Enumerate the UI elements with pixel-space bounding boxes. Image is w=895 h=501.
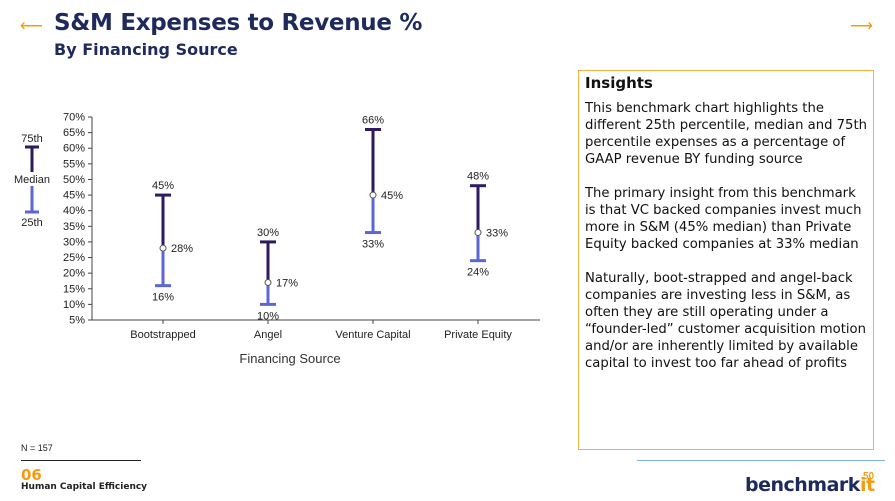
insights-panel: Insights This benchmark chart highlights… <box>578 70 874 450</box>
y-tick-label: 15% <box>63 283 85 295</box>
insights-heading: Insights <box>585 74 653 92</box>
p75-label: 66% <box>362 114 384 126</box>
left-arrow-icon[interactable]: ⟵ <box>20 18 43 35</box>
median-point <box>159 244 167 252</box>
y-tick-label: 35% <box>63 221 85 233</box>
y-tick-label: 40% <box>63 205 85 217</box>
y-tick-label: 60% <box>63 143 85 155</box>
p75-label: 30% <box>257 227 279 239</box>
y-tick-label: 20% <box>63 268 85 280</box>
median-label: 33% <box>486 228 508 240</box>
y-tick-label: 25% <box>63 252 85 264</box>
y-tick-label: 45% <box>63 190 85 202</box>
logo-accent: it <box>859 474 875 496</box>
y-tick-label: 50% <box>63 174 85 186</box>
p75-label: 48% <box>467 171 489 183</box>
p25-label: 16% <box>152 292 174 304</box>
footer-divider <box>21 460 141 461</box>
x-tick-label: Private Equity <box>444 329 512 341</box>
section-label: Human Capital Efficiency <box>21 482 148 492</box>
insight-paragraph-2: The primary insight from this benchmark … <box>585 186 862 252</box>
x-axis-label: Financing Source <box>239 351 340 366</box>
y-tick-label: 55% <box>63 158 85 170</box>
median-label: 45% <box>381 190 403 202</box>
p25-label: 10% <box>257 310 279 322</box>
median-point <box>369 191 377 199</box>
benchmarkit-logo: benchmarkit <box>745 474 875 496</box>
section-number: 06 <box>21 466 42 484</box>
insight-paragraph-3: Naturally, boot-strapped and angel-back … <box>585 271 866 371</box>
p25-label: 24% <box>467 267 489 279</box>
sample-size: N = 157 <box>21 443 53 453</box>
page-subtitle: By Financing Source <box>54 40 238 59</box>
logo-main: benchmark <box>745 474 860 496</box>
x-tick-label: Venture Capital <box>335 329 410 341</box>
legend-middle-label: Median <box>14 174 50 186</box>
median-label: 17% <box>276 278 298 290</box>
footer-divider-right <box>637 460 885 461</box>
p25-label: 33% <box>362 239 384 251</box>
y-tick-label: 30% <box>63 236 85 248</box>
right-arrow-icon[interactable]: ⟶ <box>850 18 873 35</box>
x-tick-label: Angel <box>254 329 282 341</box>
p75-label: 45% <box>152 180 174 192</box>
page-title: S&M Expenses to Revenue % <box>54 10 423 36</box>
page-number: 50 <box>863 471 875 482</box>
x-tick-label: Bootstrapped <box>130 329 195 341</box>
y-tick-label: 65% <box>63 127 85 139</box>
median-point <box>474 229 482 237</box>
y-tick-label: 70% <box>63 112 85 124</box>
legend-bottom-label: 25th <box>21 217 42 229</box>
y-tick-label: 5% <box>69 315 85 327</box>
legend-top-label: 75th <box>21 133 42 145</box>
median-point <box>264 279 272 287</box>
median-label: 28% <box>171 243 193 255</box>
insight-paragraph-1: This benchmark chart highlights the diff… <box>585 101 867 167</box>
y-tick-label: 10% <box>63 299 85 311</box>
